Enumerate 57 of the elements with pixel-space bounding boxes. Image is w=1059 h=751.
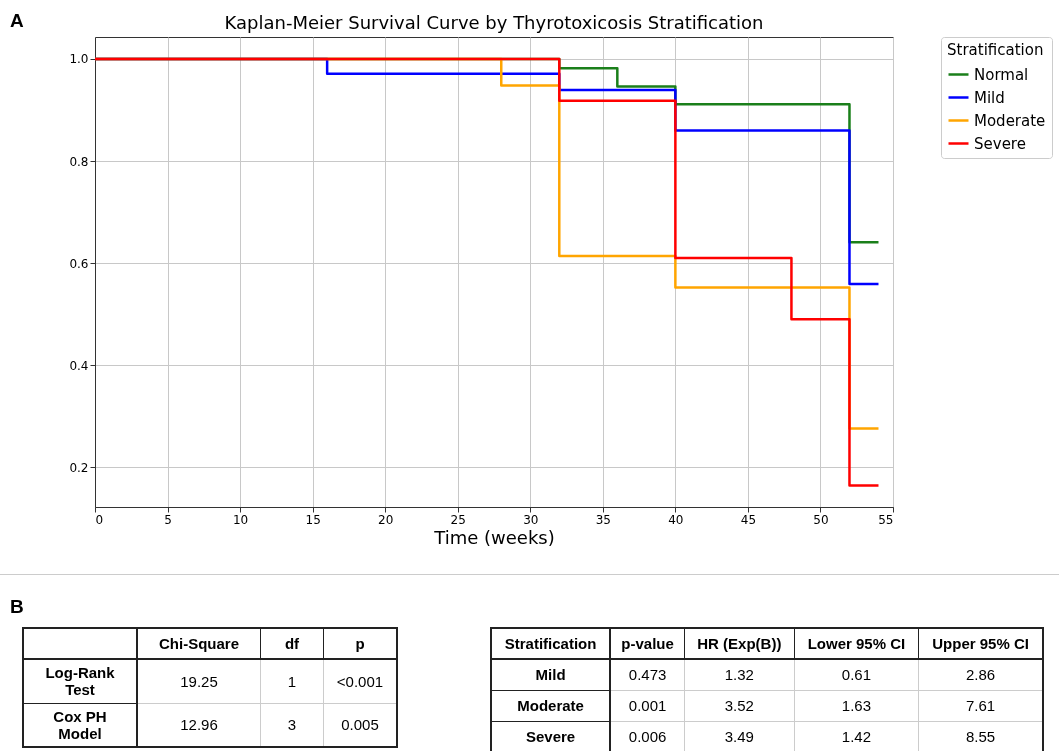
text: 8.55 (966, 727, 996, 745)
category-label: Cox PH Model (53, 707, 107, 742)
text: 1.32 (724, 666, 754, 684)
y-tick-label: 0.4 (69, 358, 89, 373)
text: 0.006 (628, 727, 667, 745)
category-label: Log-Rank Test (45, 664, 115, 699)
x-tick-label: 25 (450, 512, 466, 527)
text: 3.52 (724, 697, 754, 714)
y-tick-label: 1.0 (69, 52, 89, 67)
text: 12.96 (180, 716, 218, 734)
x-tick-label: 40 (668, 512, 684, 527)
x-tick-label: 20 (378, 512, 394, 527)
x-tick-label: 30 (523, 512, 539, 527)
legend-label: Severe (974, 134, 1026, 153)
y-tick-label: 0.6 (69, 256, 89, 271)
text: 3 (287, 716, 297, 734)
legend-label: Normal (974, 65, 1029, 84)
text: 1.63 (841, 697, 872, 714)
text: 0.473 (628, 666, 667, 684)
text: B (10, 596, 24, 618)
text: 7.61 (966, 697, 996, 714)
text: 1 (287, 672, 297, 690)
x-tick-label: 45 (740, 512, 757, 527)
text: 0.001 (628, 697, 667, 714)
category-label: Lower 95% CI (794, 628, 919, 659)
x-tick-label: 15 (305, 512, 321, 527)
category-label: Upper 95% CI (918, 628, 1043, 659)
category-label: Moderate (517, 697, 584, 714)
legend-title: Stratification (947, 41, 1044, 59)
x-tick-label: 10 (232, 512, 249, 527)
category-label: Chi-Square (137, 628, 261, 659)
text: 3.49 (724, 727, 754, 745)
category-label: p (323, 628, 397, 659)
y-tick-label: 0.8 (69, 154, 89, 169)
x-tick-label: 55 (878, 512, 894, 527)
legend-label: Mild (974, 88, 1005, 107)
x-tick-label: 5 (164, 512, 172, 527)
text: A (10, 10, 24, 32)
text: 0.005 (341, 716, 379, 734)
category-label: HR (Exp(B)) (684, 628, 795, 659)
x-axis-title: Time (weeks) (433, 526, 555, 548)
x-tick-label: 35 (595, 512, 611, 527)
chart-title: Kaplan-Meier Survival Curve by Thyrotoxicosis Stratification (224, 11, 764, 33)
text: 2.86 (966, 666, 996, 684)
text: 1.42 (841, 727, 872, 745)
text: 19.25 (180, 672, 218, 690)
category-label: Severe (525, 727, 576, 745)
x-tick-label: 0 (95, 512, 104, 527)
text: 0.61 (841, 666, 872, 684)
text: <0.001 (336, 672, 384, 690)
x-tick-label: 50 (813, 512, 829, 527)
category-label: p-value (610, 628, 685, 659)
category-label: Stratification (491, 628, 611, 659)
y-tick-label: 0.2 (69, 460, 89, 475)
legend-label: Moderate (974, 111, 1046, 130)
category-label: Mild (535, 666, 566, 684)
category-label: df (260, 628, 324, 659)
